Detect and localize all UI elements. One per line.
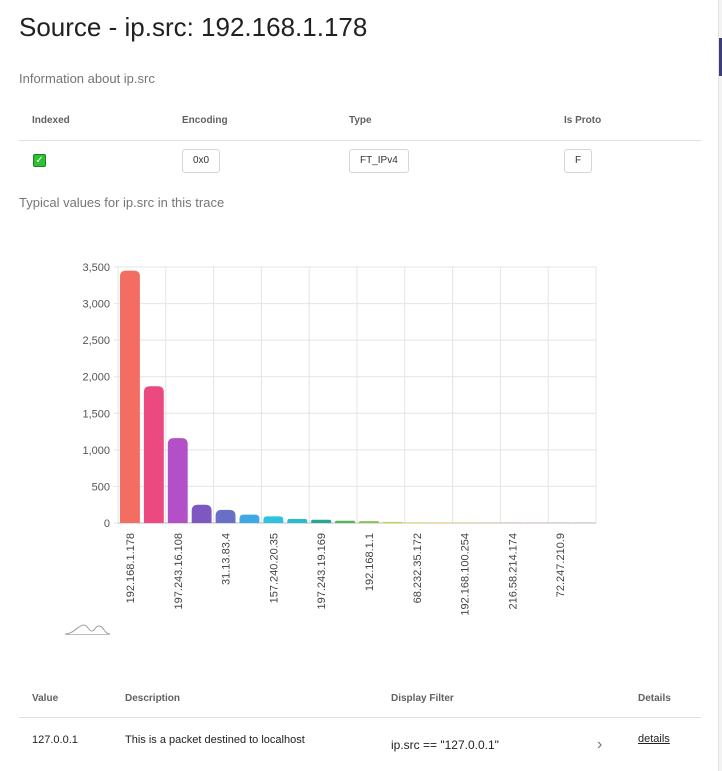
chart-bar (287, 518, 308, 523)
col-display-filter: Display Filter (391, 693, 454, 704)
col-description: Description (125, 693, 181, 704)
y-tick-label: 3,000 (82, 299, 110, 311)
x-tick-label: 31.13.83.4 (221, 533, 233, 585)
chart-bar (430, 522, 451, 523)
side-scroll-edge (718, 0, 722, 771)
row-description: This is a packet destined to localhost (125, 734, 305, 746)
chart-bar (143, 386, 164, 523)
chevron-right-icon[interactable]: › (597, 736, 603, 753)
chart-bar (406, 522, 427, 523)
info-table-row: ✓ 0x0 FT_IPv4 F (19, 141, 701, 181)
chart-bar (167, 438, 188, 523)
chart-bar (239, 514, 260, 523)
info-table: Indexed Encoding Type Is Proto ✓ 0x0 FT_… (19, 107, 701, 181)
chart-bar (311, 519, 332, 523)
x-tick-label: 157.240.20.35 (268, 533, 280, 603)
x-tick-label: 216.58.214.174 (507, 533, 519, 609)
x-tick-label: 72.247.210.9 (555, 533, 567, 597)
row-display-filter: ip.src == "127.0.0.1" (391, 738, 499, 752)
col-encoding: Encoding (182, 115, 228, 126)
chart-bar (263, 516, 284, 523)
y-tick-label: 2,000 (82, 372, 110, 384)
info-table-header: Indexed Encoding Type Is Proto (19, 107, 701, 141)
details-link[interactable]: details (638, 733, 670, 745)
page-title: Source - ip.src: 192.168.1.178 (19, 12, 368, 42)
x-tick-label: 197.243.16.108 (173, 533, 185, 609)
type-chip: FT_IPv4 (349, 149, 409, 173)
x-tick-label: 192.168.100.254 (460, 533, 472, 615)
y-tick-label: 3,500 (82, 262, 110, 274)
chart-bar (120, 270, 140, 523)
x-tick-label: 192.168.1.1 (364, 533, 376, 591)
chart-bar (359, 521, 379, 523)
chart-bar (382, 521, 403, 523)
encoding-chip: 0x0 (182, 149, 221, 173)
table-row[interactable]: 127.0.0.1 This is a packet destined to l… (19, 718, 701, 771)
chart-bar (191, 504, 212, 523)
is-proto-chip: F (564, 149, 593, 173)
side-tab-marker (719, 38, 722, 76)
col-type: Type (349, 115, 372, 126)
col-indexed: Indexed (32, 115, 70, 126)
y-tick-label: 1,000 (82, 445, 110, 457)
chart-bar (215, 509, 236, 523)
sparkline-icon (64, 624, 111, 635)
x-tick-label: 197.243.19.169 (316, 533, 328, 609)
y-tick-label: 2,500 (82, 335, 110, 347)
x-tick-label: 192.168.1.178 (125, 533, 137, 603)
values-table-header: Value Description Display Filter Details (19, 686, 701, 718)
values-table: Value Description Display Filter Details… (19, 686, 701, 771)
info-heading: Information about ip.src (19, 71, 155, 86)
y-tick-label: 500 (92, 481, 110, 493)
indexed-checkbox-icon[interactable]: ✓ (33, 154, 46, 167)
typical-values-heading: Typical values for ip.src in this trace (19, 195, 225, 210)
col-is-proto: Is Proto (564, 115, 602, 126)
y-tick-label: 1,500 (82, 408, 110, 420)
col-value: Value (32, 693, 59, 704)
row-value: 127.0.0.1 (32, 734, 78, 746)
col-details: Details (638, 693, 671, 704)
y-tick-label: 0 (104, 518, 110, 530)
typical-values-chart: 0 500 1,000 1,500 2,000 2,500 3,000 3,500 192.16… (82, 262, 597, 615)
x-tick-label: 68.232.35.172 (412, 533, 424, 603)
chart-bar (335, 520, 355, 523)
